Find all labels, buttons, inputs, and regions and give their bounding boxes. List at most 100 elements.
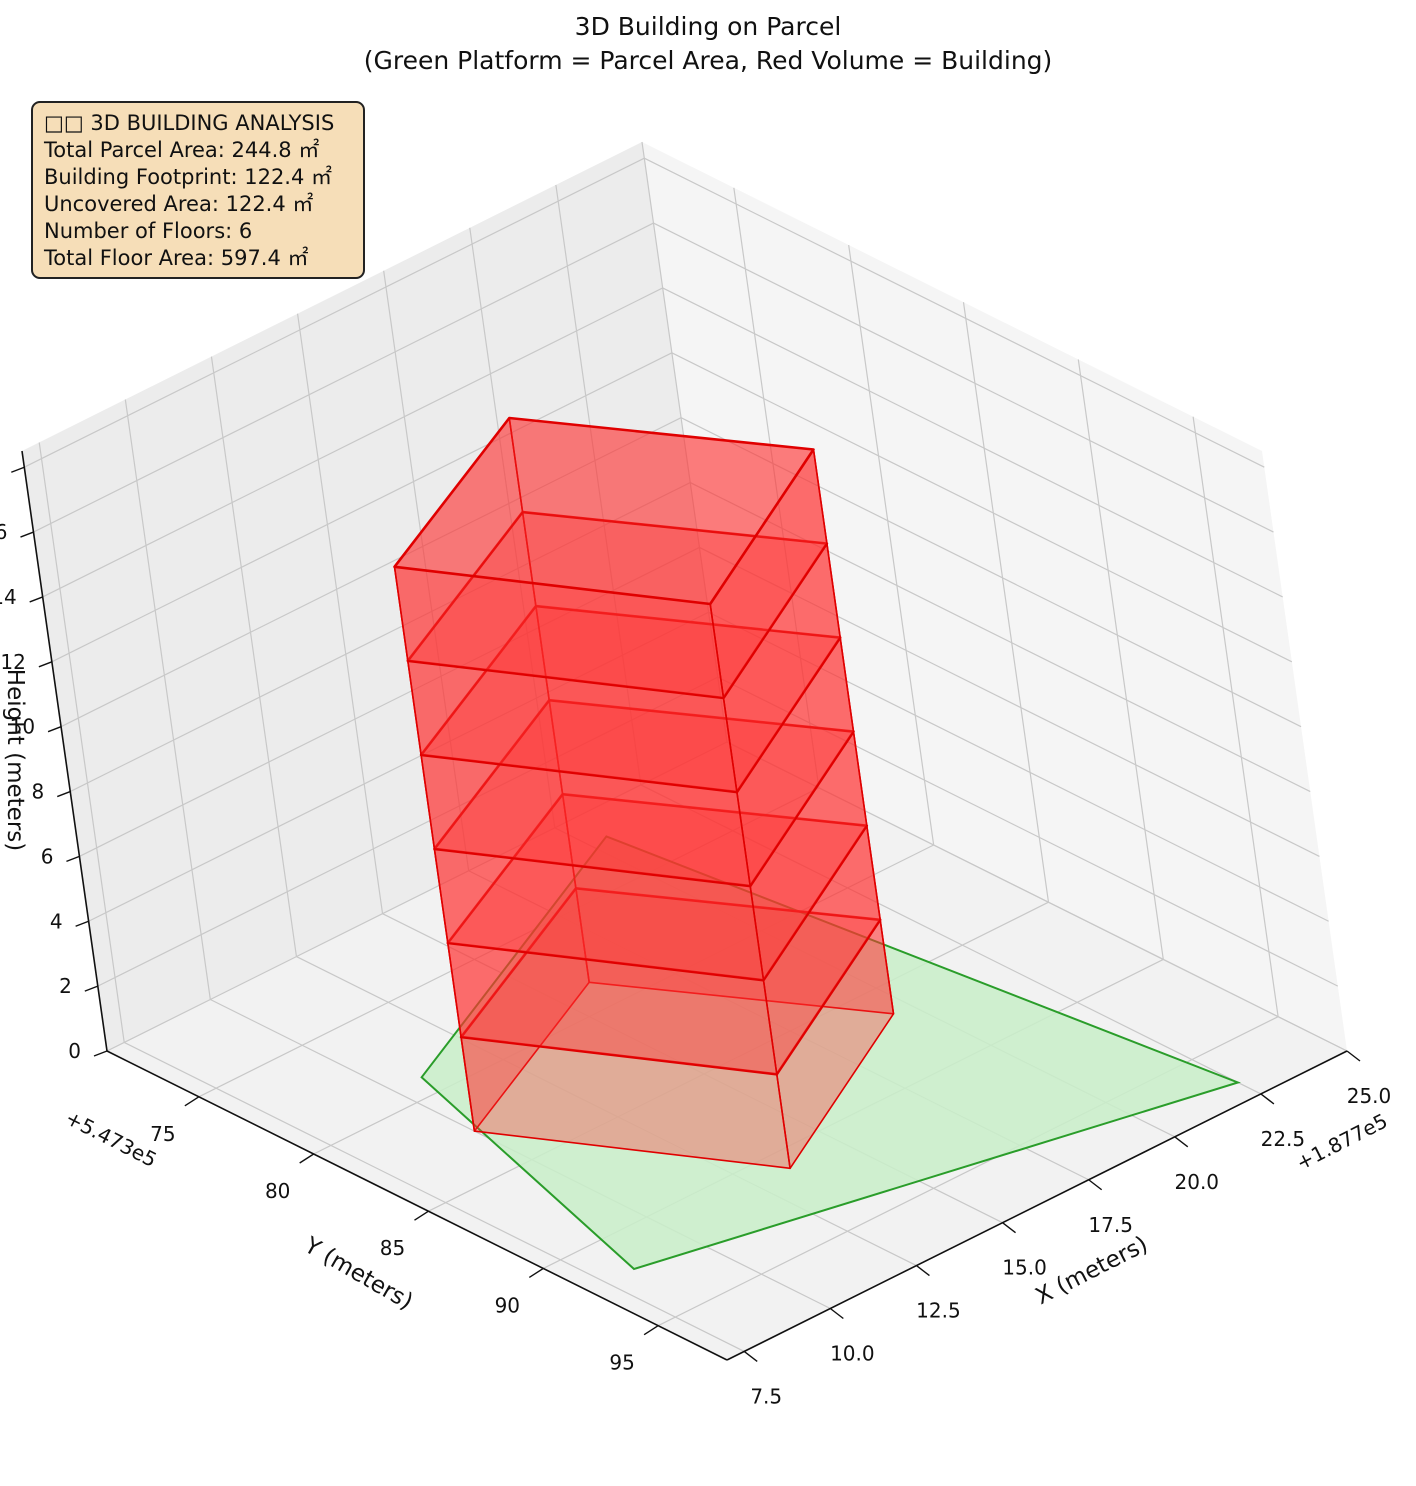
z-axis-title: Height (meters) <box>2 669 28 851</box>
grid-line-z <box>708 611 1329 922</box>
info-line-title: □□ 3D BUILDING ANALYSIS <box>44 111 335 135</box>
grid-line-y <box>962 302 1050 903</box>
info-line-floors: Number of Floors: 6 <box>44 219 253 243</box>
y-tick-label: 95 <box>609 1351 634 1375</box>
x-tick <box>829 1307 844 1320</box>
grid-line-y <box>848 244 935 846</box>
z-tick-label: 16 <box>0 520 7 544</box>
x-tick-label: 7.5 <box>750 1384 782 1408</box>
floor-slab <box>393 416 815 606</box>
x-tick <box>1002 1222 1016 1234</box>
z-tick-label: 6 <box>41 844 54 868</box>
x-tick-label: 22.5 <box>1261 1127 1306 1151</box>
grid-line-z <box>662 287 1283 598</box>
z-tick-label: 0 <box>68 1039 81 1063</box>
floor-4 <box>419 604 855 887</box>
y-tick-label: 80 <box>265 1179 290 1203</box>
grid-line-x <box>38 442 125 1043</box>
y-tick-label: 85 <box>380 1236 405 1260</box>
x-tick-label: 17.5 <box>1088 1213 1133 1237</box>
z-tick <box>47 726 62 733</box>
grid-line-z <box>24 157 645 468</box>
z-tick <box>93 1050 108 1057</box>
x-tick-label: 10.0 <box>830 1342 875 1366</box>
x-tick <box>916 1265 930 1277</box>
z-tick <box>56 790 71 798</box>
grid-line-z <box>644 157 1265 468</box>
grid-line-x <box>555 184 642 786</box>
grid-line-y <box>1077 359 1164 960</box>
z-tick <box>20 531 34 538</box>
info-box: □□ 3D BUILDING ANALYSIS Total Parcel Are… <box>31 101 365 279</box>
axis-lines <box>11 450 1361 1362</box>
grid-line-z <box>106 741 728 1052</box>
x-tick-label: 25.0 <box>1347 1084 1392 1108</box>
y-tick <box>528 1267 544 1279</box>
x-offset-label: +1.877e5 <box>1292 1109 1391 1175</box>
floor-6 <box>393 416 828 699</box>
x-tick <box>1174 1136 1189 1148</box>
x-tick <box>743 1350 758 1362</box>
x-tick-label: 15.0 <box>1002 1256 1047 1280</box>
grid-line-y <box>733 187 820 788</box>
z-tick <box>29 596 43 603</box>
z-tick-label: 4 <box>50 909 63 933</box>
floor-2 <box>446 792 882 1076</box>
chart-title: 3D Building on Parcel <box>574 12 842 41</box>
grid-line-z <box>671 352 1293 663</box>
grid-line-z <box>60 417 682 728</box>
grid-line-z <box>653 222 1274 533</box>
grid-line-z <box>726 741 1348 1052</box>
z-tick-label: 12 <box>0 650 25 674</box>
x-tick <box>1346 1050 1361 1062</box>
z-tick <box>75 920 89 927</box>
info-line-footprint: Building Footprint: 122.4 ㎡ <box>44 165 333 189</box>
y-tick-label: 75 <box>150 1122 175 1146</box>
grid-line-z <box>699 546 1320 857</box>
z-tick <box>66 855 80 863</box>
y-tick <box>299 1153 315 1164</box>
y-tick-label: 90 <box>495 1293 520 1317</box>
z-tick-label: 2 <box>59 974 72 998</box>
parcel-platform <box>420 835 1241 1271</box>
z-tick-label: 14 <box>0 585 17 609</box>
grid-line-x <box>640 784 1262 1095</box>
grid-line-z <box>689 482 1311 793</box>
parcel-polygon <box>420 835 1241 1271</box>
grid-line-z <box>97 676 719 987</box>
z-tick <box>84 985 99 992</box>
y-axis-line <box>106 1050 728 1361</box>
grid-line-x <box>123 1041 745 1352</box>
info-line-uncovered: Uncovered Area: 122.4 ㎡ <box>44 192 314 216</box>
grid-line-z <box>69 482 691 793</box>
chart-subtitle: (Green Platform = Parcel Area, Red Volum… <box>363 46 1053 75</box>
y-tick <box>184 1096 200 1107</box>
floor-1 <box>459 886 895 1170</box>
grid-line-z <box>88 611 709 922</box>
x-tick-label: 20.0 <box>1175 1170 1220 1194</box>
z-tick-label: 10 <box>10 715 35 739</box>
grid-line-z <box>33 222 654 533</box>
grid-line-x <box>641 141 728 743</box>
z-tick-label: 8 <box>32 780 45 804</box>
z-tick <box>11 466 25 473</box>
grid-line-y <box>198 787 820 1098</box>
grid-line-z <box>680 417 1302 728</box>
x-tick <box>1260 1093 1275 1105</box>
grid-line-z <box>79 546 700 857</box>
x-axis-title: X (meters) <box>1031 1231 1152 1310</box>
grid-line-x <box>469 227 556 828</box>
grid-line-z <box>51 352 673 663</box>
back-left-pane <box>22 142 727 1051</box>
z-axis-line <box>21 450 108 1052</box>
grid-line-x <box>124 399 211 1000</box>
y-offset-label: +5.473e5 <box>62 1106 161 1172</box>
grid-line-x <box>296 313 384 914</box>
x-tick-label: 12.5 <box>916 1299 961 1323</box>
x-tick <box>1088 1179 1103 1191</box>
z-tick <box>38 661 53 668</box>
y-tick <box>414 1210 429 1221</box>
grid-line-x <box>210 356 298 957</box>
